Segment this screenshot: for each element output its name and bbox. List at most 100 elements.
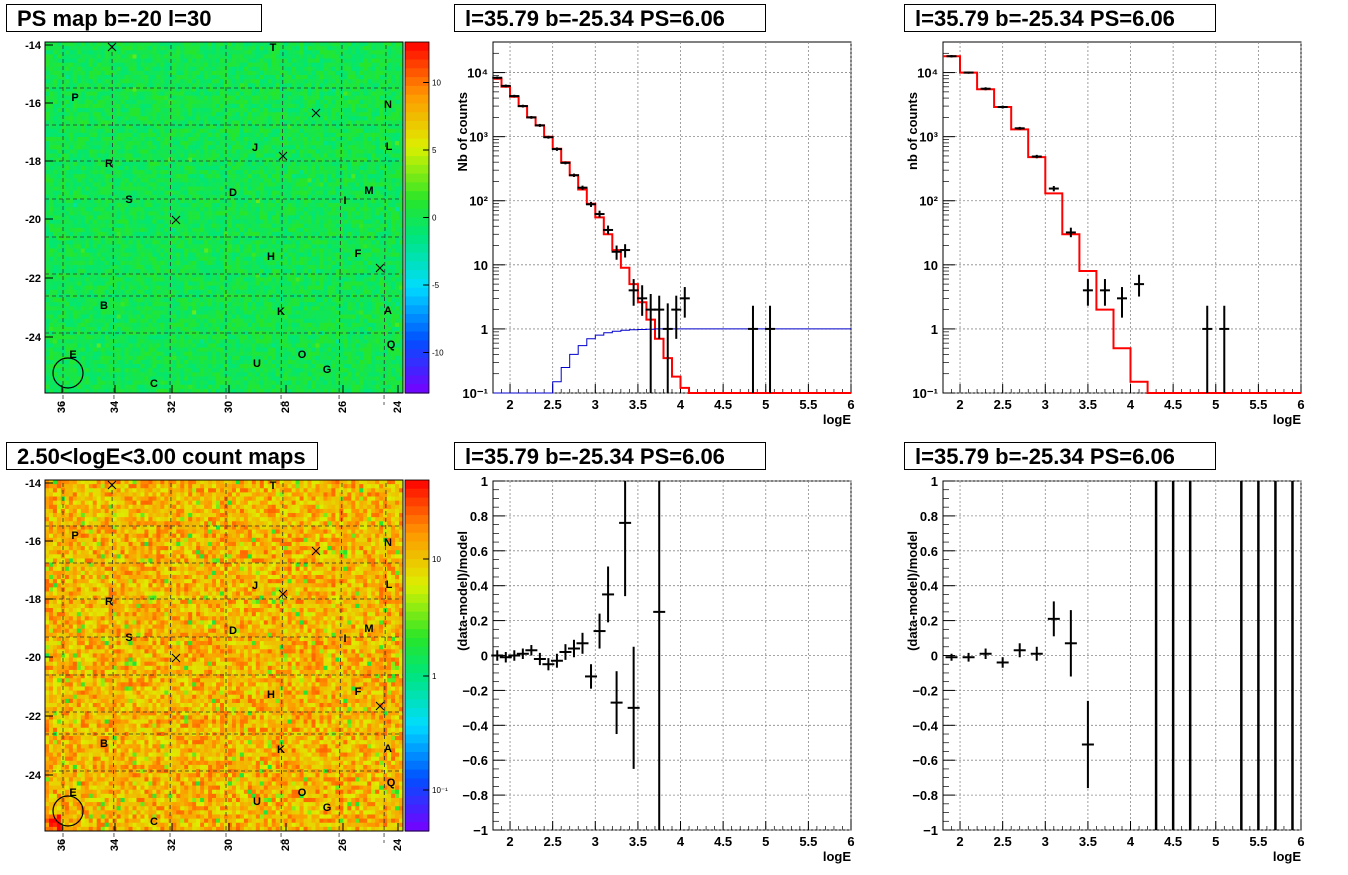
map-pixel [315,95,320,101]
map-pixel [399,62,404,68]
map-pixel [395,153,400,159]
map-pixel [192,50,197,55]
map-pixel [168,83,173,88]
map-pixel [108,58,114,64]
map-pixel [120,244,126,249]
map-pixel [343,248,348,254]
map-pixel [359,190,364,196]
map-pixel [200,99,205,105]
map-pixel [331,194,336,200]
map-pixel [88,194,94,200]
map-pixel [124,87,130,93]
map-pixel [124,153,130,159]
map-pixel [84,58,90,64]
map-pixel [56,227,62,233]
map-pixel [108,215,114,221]
map-pixel [307,145,313,150]
map-pixel [176,141,181,146]
map-pixel [395,236,400,241]
map-pixel [68,42,74,47]
map-pixel [371,170,376,175]
map-pixel [176,157,181,163]
map-pixel [303,116,309,121]
map-pixel [112,132,118,138]
map-pixel [92,83,98,88]
map-pixel [331,198,336,204]
map-pixel [132,207,137,212]
map-pixel [100,157,106,163]
map-pixel [120,54,126,60]
map-pixel [136,91,141,97]
map-pixel [307,54,313,60]
map-pixel [88,136,94,142]
map-pixel [323,103,328,109]
map-pixel [192,91,197,97]
map-pixel [347,116,352,121]
map-pixel [212,66,217,72]
map-pixel [100,223,106,229]
map-pixel [315,54,320,60]
map-pixel [279,46,285,51]
map-pixel [88,108,94,113]
map-pixel [363,75,368,80]
map-pixel [299,95,305,101]
map-pixel [263,124,269,130]
map-pixel [231,182,237,188]
map-pixel [48,50,54,55]
map-pixel [283,103,289,109]
map-pixel [259,46,265,51]
map-pixel [355,236,360,241]
map-pixel [108,149,114,154]
map-pixel [136,207,141,212]
map-pixel [243,165,249,171]
map-pixel [184,95,189,101]
map-pixel [255,149,261,154]
map-pixel [152,248,157,254]
map-pixel [387,194,392,200]
map-pixel [367,227,372,233]
map-pixel [283,70,289,76]
map-pixel [76,46,82,51]
map-pixel [108,75,114,80]
map-pixel [188,223,193,229]
map-pixel [184,170,189,175]
map-pixel [188,112,193,117]
map-pixel [299,170,305,175]
map-pixel [200,260,205,266]
map-pixel [283,108,289,113]
map-pixel [255,190,261,196]
map-pixel [227,70,233,76]
map-pixel [387,50,392,55]
map-pixel [72,231,78,237]
map-pixel [116,256,122,262]
map-pixel [383,42,388,47]
map-pixel [311,231,316,237]
map-pixel [196,120,201,126]
map-pixel [347,70,352,76]
map-pixel [247,66,253,72]
map-pixel [311,58,316,64]
map-pixel [204,103,209,109]
map-pixel [331,75,336,80]
map-pixel [319,70,324,76]
map-pixel [355,248,360,254]
map-pixel [172,223,177,229]
map-pixel [323,58,328,64]
map-pixel [180,236,185,241]
map-pixel [295,252,301,258]
map-pixel [64,198,70,204]
map-pixel [343,207,348,212]
map-pixel [363,79,368,84]
map-pixel [60,174,66,179]
map-pixel [124,46,130,51]
map-pixel [84,170,90,175]
map-pixel [132,46,137,51]
map-pixel [64,170,70,175]
map-pixel [64,91,70,97]
map-pixel [48,236,54,241]
map-pixel [112,79,118,84]
map-pixel [335,170,340,175]
map-pixel [299,103,305,109]
map-pixel [263,116,269,121]
map-pixel [45,215,50,221]
